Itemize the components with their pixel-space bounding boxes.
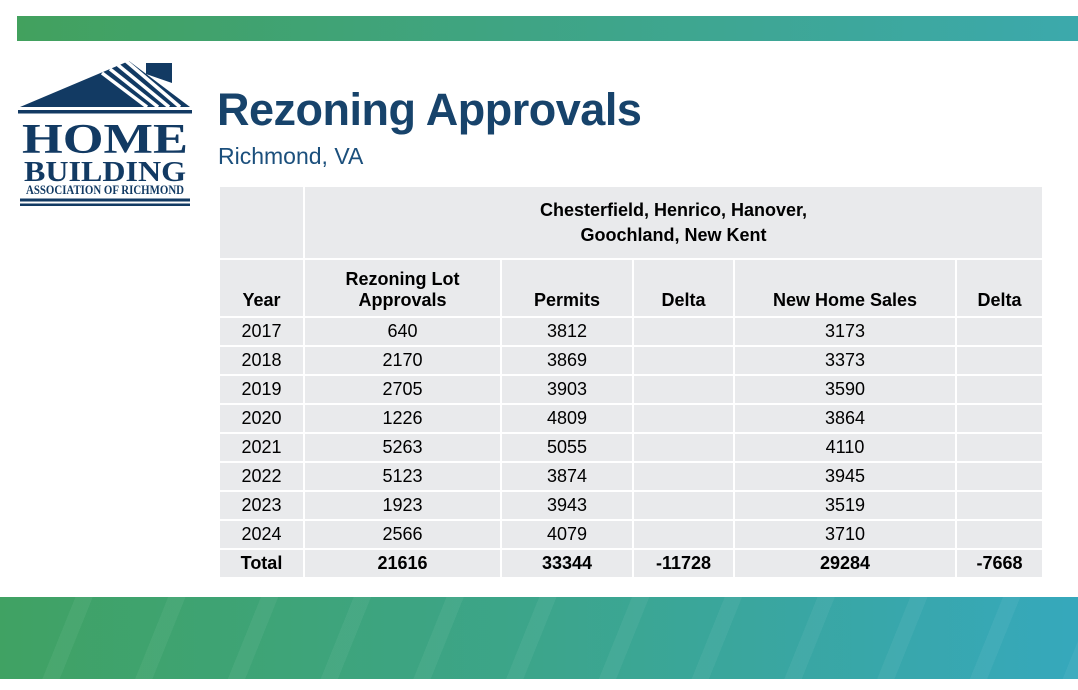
cell-year: 2023 <box>218 490 305 521</box>
cell-sales: 3710 <box>733 519 957 550</box>
page-title: Rezoning Approvals <box>217 84 642 135</box>
logo-chimney <box>146 63 172 83</box>
table-row-2020: 2020 1226 4809 3864 <box>218 403 1045 434</box>
table-row-2018: 2018 2170 3869 3373 <box>218 345 1045 376</box>
cell-approvals: 5263 <box>303 432 502 463</box>
table-row-2023: 2023 1923 3943 3519 <box>218 490 1045 521</box>
cell-delta-sales <box>954 374 1045 405</box>
cell-total-delta-sales: -7668 <box>954 548 1045 579</box>
cell-delta-sales <box>954 345 1045 376</box>
cell-delta-permits <box>632 374 735 405</box>
cell-approvals: 2170 <box>303 345 502 376</box>
cell-year: 2022 <box>218 461 305 492</box>
cell-delta-sales <box>954 432 1045 463</box>
logo-word-home: HOME <box>22 117 188 163</box>
logo-word-building: BUILDING <box>24 157 186 188</box>
column-header-row: Year Rezoning Lot Approvals Permits Delt… <box>218 258 1045 318</box>
cell-total-sales: 29284 <box>733 548 957 579</box>
cell-year: 2021 <box>218 432 305 463</box>
column-header-year: Year <box>218 258 305 318</box>
cell-total-approvals: 21616 <box>303 548 502 579</box>
column-header-approvals: Rezoning Lot Approvals <box>303 258 502 318</box>
logo-roof <box>20 61 190 107</box>
page-subtitle: Richmond, VA <box>218 143 364 169</box>
table-row-2017: 2017 640 3812 3173 <box>218 316 1045 347</box>
cell-approvals: 1923 <box>303 490 502 521</box>
region-line-2: Goochland, New Kent <box>580 224 767 245</box>
cell-permits: 3874 <box>500 461 634 492</box>
region-group-header-row: Chesterfield, Henrico, Hanover, Goochlan… <box>218 185 1045 260</box>
cell-permits: 5055 <box>500 432 634 463</box>
cell-delta-sales <box>954 461 1045 492</box>
cell-sales: 3945 <box>733 461 957 492</box>
cell-sales: 3590 <box>733 374 957 405</box>
column-header-permits: Permits <box>500 258 634 318</box>
cell-year: 2024 <box>218 519 305 550</box>
cell-sales: 3173 <box>733 316 957 347</box>
cell-delta-permits <box>632 345 735 376</box>
cell-delta-sales <box>954 316 1045 347</box>
cell-sales: 4110 <box>733 432 957 463</box>
cell-delta-permits <box>632 432 735 463</box>
cell-year: 2017 <box>218 316 305 347</box>
bottom-accent-bar <box>0 597 1078 679</box>
corner-cell <box>218 185 305 260</box>
table-row-2019: 2019 2705 3903 3590 <box>218 374 1045 405</box>
home-building-association-logo: HOME BUILDING ASSOCIATION OF RICHMOND <box>14 57 196 207</box>
region-group-header-cell: Chesterfield, Henrico, Hanover, Goochlan… <box>302 185 1045 260</box>
logo-tagline: ASSOCIATION OF RICHMOND <box>26 183 184 197</box>
cell-delta-permits <box>632 403 735 434</box>
rezoning-data-table: Chesterfield, Henrico, Hanover, Goochlan… <box>218 185 1045 579</box>
column-header-sales: New Home Sales <box>733 258 957 318</box>
table-row-2021: 2021 5263 5055 4110 <box>218 432 1045 463</box>
cell-approvals: 2705 <box>303 374 502 405</box>
house-roof-logo-icon: HOME BUILDING ASSOCIATION OF RICHMOND <box>18 59 192 206</box>
cell-year: 2018 <box>218 345 305 376</box>
cell-permits: 3869 <box>500 345 634 376</box>
cell-permits: 4809 <box>500 403 634 434</box>
cell-sales: 3373 <box>733 345 957 376</box>
cell-approvals: 2566 <box>303 519 502 550</box>
cell-total-label: Total <box>218 548 305 579</box>
cell-delta-permits <box>632 490 735 521</box>
table-total-row: Total 21616 33344 -11728 29284 -7668 <box>218 548 1045 579</box>
cell-total-delta-permits: -11728 <box>632 548 735 579</box>
cell-permits: 3812 <box>500 316 634 347</box>
cell-permits: 3943 <box>500 490 634 521</box>
cell-sales: 3864 <box>733 403 957 434</box>
cell-year: 2020 <box>218 403 305 434</box>
cell-delta-permits <box>632 519 735 550</box>
cell-year: 2019 <box>218 374 305 405</box>
column-header-delta-sales: Delta <box>954 258 1045 318</box>
cell-permits: 3903 <box>500 374 634 405</box>
cell-sales: 3519 <box>733 490 957 521</box>
cell-permits: 4079 <box>500 519 634 550</box>
cell-approvals: 640 <box>303 316 502 347</box>
cell-delta-sales <box>954 519 1045 550</box>
column-header-delta-permits: Delta <box>632 258 735 318</box>
table-row-2022: 2022 5123 3874 3945 <box>218 461 1045 492</box>
cell-delta-permits <box>632 461 735 492</box>
cell-approvals: 1226 <box>303 403 502 434</box>
cell-total-permits: 33344 <box>500 548 634 579</box>
cell-delta-permits <box>632 316 735 347</box>
cell-delta-sales <box>954 403 1045 434</box>
region-line-1: Chesterfield, Henrico, Hanover, <box>539 199 808 220</box>
table-row-2024: 2024 2566 4079 3710 <box>218 519 1045 550</box>
cell-approvals: 5123 <box>303 461 502 492</box>
cell-delta-sales <box>954 490 1045 521</box>
top-accent-bar <box>17 16 1078 41</box>
